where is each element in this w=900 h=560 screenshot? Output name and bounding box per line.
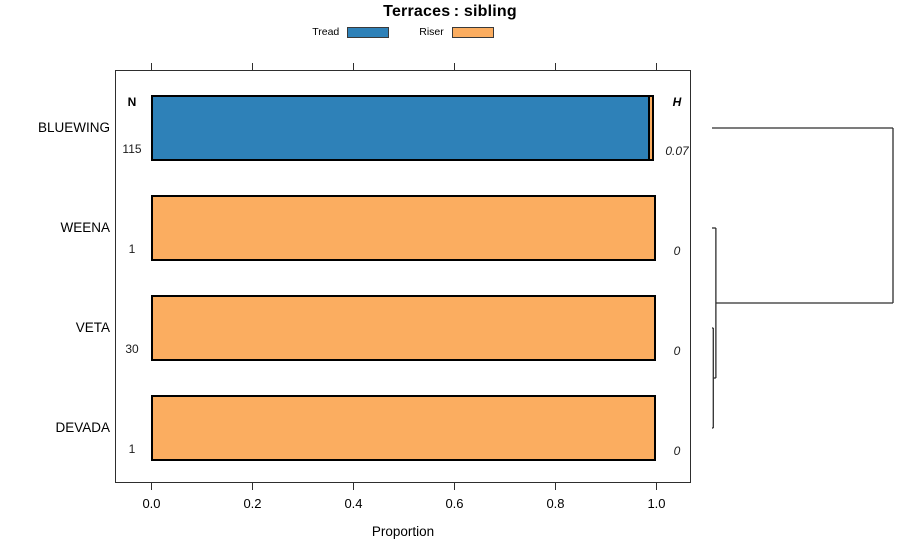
y-label-weena: WEENA xyxy=(60,220,110,235)
h-value-bluewing: 0.07 xyxy=(665,144,689,158)
x-tick-label: 0.2 xyxy=(243,496,262,511)
legend-item-tread: Tread xyxy=(312,26,390,38)
h-value-veta: 0 xyxy=(673,344,681,358)
x-tick-bottom xyxy=(453,483,456,490)
x-tick-bottom xyxy=(251,483,254,490)
n-value-veta: 30 xyxy=(125,342,139,356)
y-label-bluewing: BLUEWING xyxy=(37,120,110,135)
n-column-header: N xyxy=(127,95,137,109)
n-value-weena: 1 xyxy=(128,242,136,256)
x-tick-top xyxy=(453,63,456,70)
x-tick-label: 0.6 xyxy=(445,496,464,511)
x-tick-top xyxy=(352,63,355,70)
bar-segment-riser xyxy=(647,95,654,161)
n-value-devada: 1 xyxy=(128,442,136,456)
x-tick-label: 1.0 xyxy=(647,496,666,511)
plot-title: Terraces : sibling xyxy=(383,3,517,20)
x-tick-top xyxy=(655,63,658,70)
legend-swatch-riser xyxy=(451,26,494,38)
bar-weena xyxy=(151,195,656,261)
bar-segment-tread xyxy=(151,95,650,161)
x-tick-bottom xyxy=(554,483,557,490)
x-tick-top xyxy=(554,63,557,70)
x-axis-title: Proportion xyxy=(371,524,435,539)
x-tick-top xyxy=(150,63,153,70)
bar-segment-riser xyxy=(151,295,656,361)
h-value-devada: 0 xyxy=(673,444,681,458)
bar-segment-riser xyxy=(151,195,656,261)
legend-swatch-tread xyxy=(347,26,390,38)
legend-label-tread: Tread xyxy=(312,26,340,38)
x-tick-bottom xyxy=(655,483,658,490)
bar-bluewing xyxy=(151,95,656,161)
x-tick-bottom xyxy=(352,483,355,490)
legend-item-riser: Riser xyxy=(419,26,494,38)
bar-devada xyxy=(151,395,656,461)
bar-veta xyxy=(151,295,656,361)
x-tick-label: 0.4 xyxy=(344,496,363,511)
n-value-bluewing: 115 xyxy=(122,142,142,156)
bar-segment-riser xyxy=(151,395,656,461)
legend: Tread Riser xyxy=(115,25,691,39)
x-tick-label: 0.0 xyxy=(142,496,161,511)
legend-label-riser: Riser xyxy=(419,26,444,38)
x-tick-bottom xyxy=(150,483,153,490)
h-value-weena: 0 xyxy=(673,244,681,258)
x-tick-label: 0.8 xyxy=(546,496,565,511)
y-label-devada: DEVADA xyxy=(55,420,110,435)
h-column-header: H xyxy=(672,95,682,109)
y-label-veta: VETA xyxy=(75,320,110,335)
x-tick-top xyxy=(251,63,254,70)
